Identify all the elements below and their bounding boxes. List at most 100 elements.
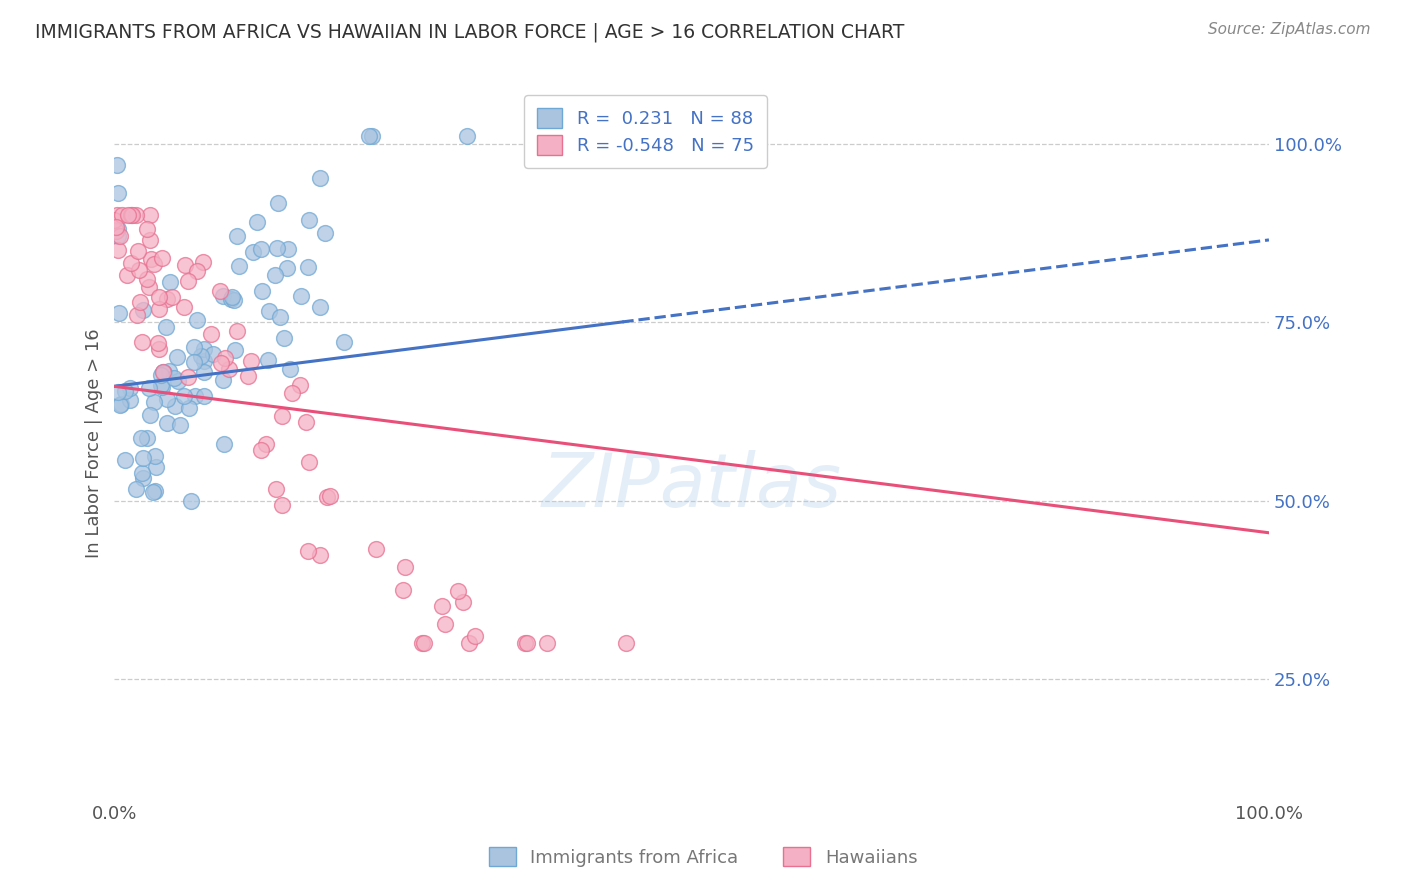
Point: [211, 374, 233, 388]
Point: [132, 451, 155, 466]
Point: [143, 483, 166, 498]
Point: [107, 229, 129, 244]
Point: [150, 377, 173, 392]
Point: [264, 268, 287, 283]
Point: [105, 208, 128, 222]
Point: [276, 261, 298, 276]
Point: [107, 222, 129, 236]
Point: [125, 208, 148, 222]
Point: [184, 389, 207, 403]
Point: [226, 324, 249, 338]
Point: [186, 264, 208, 278]
Point: [411, 636, 433, 650]
Text: ZIPatlas: ZIPatlas: [541, 450, 842, 523]
Point: [536, 636, 558, 650]
Point: [159, 364, 181, 378]
Text: IMMIGRANTS FROM AFRICA VS HAWAIIAN IN LABOR FORCE | AGE > 16 CORRELATION CHART: IMMIGRANTS FROM AFRICA VS HAWAIIAN IN LA…: [35, 22, 904, 42]
Point: [173, 389, 195, 403]
Point: [131, 466, 153, 480]
Point: [308, 548, 330, 562]
Point: [190, 349, 212, 363]
Point: [118, 381, 141, 395]
Point: [143, 449, 166, 463]
Point: [224, 293, 246, 307]
Point: [117, 268, 139, 282]
Point: [105, 219, 128, 234]
Point: [143, 394, 166, 409]
Point: [332, 334, 354, 349]
Point: [214, 351, 236, 365]
Point: [136, 272, 159, 286]
Point: [108, 306, 131, 320]
Point: [114, 452, 136, 467]
Point: [138, 381, 160, 395]
Point: [309, 170, 332, 185]
Point: [242, 245, 264, 260]
Point: [105, 158, 128, 172]
Point: [150, 379, 173, 393]
Point: [138, 208, 160, 222]
Text: Source: ZipAtlas.com: Source: ZipAtlas.com: [1208, 22, 1371, 37]
Point: [143, 257, 166, 271]
Point: [212, 436, 235, 450]
Point: [228, 259, 250, 273]
Point: [193, 343, 215, 357]
Point: [297, 260, 319, 274]
Point: [131, 335, 153, 350]
Point: [212, 288, 235, 302]
Point: [264, 482, 287, 496]
Point: [394, 559, 416, 574]
Point: [103, 213, 125, 227]
Point: [315, 490, 337, 504]
Point: [173, 300, 195, 314]
Point: [218, 362, 240, 376]
Point: [298, 455, 321, 469]
Point: [267, 196, 290, 211]
Point: [125, 482, 148, 496]
Point: [457, 636, 479, 650]
Point: [148, 301, 170, 316]
Point: [166, 350, 188, 364]
Point: [290, 289, 312, 303]
Point: [129, 431, 152, 445]
Point: [298, 213, 321, 227]
Point: [153, 366, 176, 380]
Point: [250, 284, 273, 298]
Point: [193, 389, 215, 403]
Point: [359, 129, 381, 144]
Point: [145, 459, 167, 474]
Point: [245, 214, 267, 228]
Point: [193, 365, 215, 379]
Point: [148, 290, 170, 304]
Point: [118, 392, 141, 407]
Point: [446, 583, 468, 598]
Point: [127, 244, 149, 258]
Point: [314, 226, 336, 240]
Point: [169, 418, 191, 433]
Point: [527, 129, 550, 144]
Point: [412, 636, 434, 650]
Point: [430, 599, 453, 614]
Point: [132, 302, 155, 317]
Point: [177, 274, 200, 288]
Point: [456, 129, 478, 144]
Y-axis label: In Labor Force | Age > 16: In Labor Force | Age > 16: [86, 328, 103, 558]
Point: [290, 378, 312, 392]
Point: [295, 415, 318, 429]
Point: [107, 244, 129, 258]
Point: [191, 255, 214, 269]
Point: [128, 263, 150, 277]
Point: [139, 252, 162, 267]
Point: [142, 485, 165, 500]
Point: [433, 616, 456, 631]
Point: [250, 242, 273, 256]
Point: [271, 409, 294, 423]
Point: [277, 242, 299, 256]
Point: [108, 229, 131, 244]
Point: [146, 335, 169, 350]
Point: [176, 370, 198, 384]
Point: [281, 386, 304, 401]
Point: [136, 221, 159, 235]
Point: [453, 595, 475, 609]
Point: [257, 353, 280, 368]
